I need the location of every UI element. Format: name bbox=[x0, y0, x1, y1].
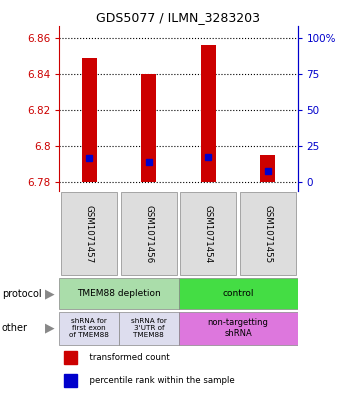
FancyBboxPatch shape bbox=[61, 192, 117, 275]
Text: control: control bbox=[222, 289, 254, 298]
Bar bbox=[260, 155, 275, 182]
Bar bbox=[141, 74, 156, 182]
Bar bbox=[64, 351, 77, 364]
Text: GSM1071457: GSM1071457 bbox=[85, 205, 94, 263]
Text: percentile rank within the sample: percentile rank within the sample bbox=[84, 376, 235, 385]
FancyBboxPatch shape bbox=[119, 312, 178, 345]
Text: protocol: protocol bbox=[2, 289, 41, 299]
Bar bbox=[201, 45, 216, 182]
Text: transformed count: transformed count bbox=[84, 353, 170, 362]
Bar bbox=[64, 374, 77, 387]
Text: GSM1071455: GSM1071455 bbox=[263, 205, 272, 263]
Text: TMEM88 depletion: TMEM88 depletion bbox=[77, 289, 161, 298]
FancyBboxPatch shape bbox=[178, 278, 298, 309]
Text: other: other bbox=[2, 323, 28, 333]
FancyBboxPatch shape bbox=[59, 278, 178, 309]
FancyBboxPatch shape bbox=[121, 192, 177, 275]
Text: GSM1071456: GSM1071456 bbox=[144, 205, 153, 263]
Bar bbox=[82, 58, 97, 182]
Text: non-targetting
shRNA: non-targetting shRNA bbox=[207, 318, 269, 338]
Text: ▶: ▶ bbox=[45, 287, 54, 300]
FancyBboxPatch shape bbox=[240, 192, 296, 275]
Text: shRNA for
first exon
of TMEM88: shRNA for first exon of TMEM88 bbox=[69, 318, 109, 338]
FancyBboxPatch shape bbox=[178, 312, 298, 345]
Text: ▶: ▶ bbox=[45, 321, 54, 335]
FancyBboxPatch shape bbox=[59, 312, 119, 345]
Title: GDS5077 / ILMN_3283203: GDS5077 / ILMN_3283203 bbox=[97, 11, 260, 24]
FancyBboxPatch shape bbox=[180, 192, 236, 275]
Text: GSM1071454: GSM1071454 bbox=[204, 205, 213, 263]
Text: shRNA for
3'UTR of
TMEM88: shRNA for 3'UTR of TMEM88 bbox=[131, 318, 167, 338]
